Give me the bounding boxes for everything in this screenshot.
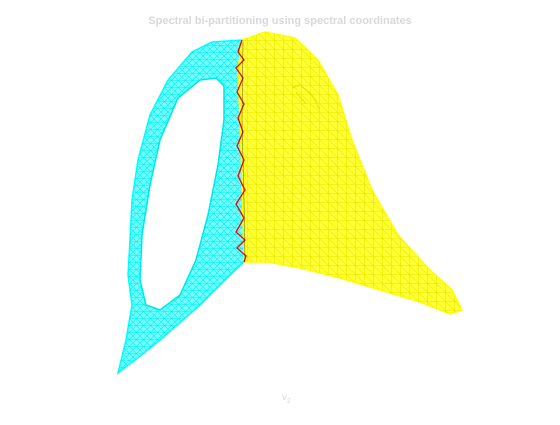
partition-a-texture bbox=[118, 40, 244, 373]
separator-line bbox=[235, 39, 247, 263]
x-axis-label-symbol: v bbox=[282, 392, 287, 403]
separator-edge bbox=[241, 41, 246, 263]
partition-b-fold bbox=[291, 84, 321, 111]
x-axis-label-subscript: 2 bbox=[287, 398, 291, 405]
partition-a-hole-outline bbox=[139, 77, 225, 311]
partition-b-texture bbox=[238, 32, 462, 314]
x-axis-label: v2 bbox=[282, 392, 291, 405]
chart-title: Spectral bi-partitioning using spectral … bbox=[148, 15, 412, 27]
